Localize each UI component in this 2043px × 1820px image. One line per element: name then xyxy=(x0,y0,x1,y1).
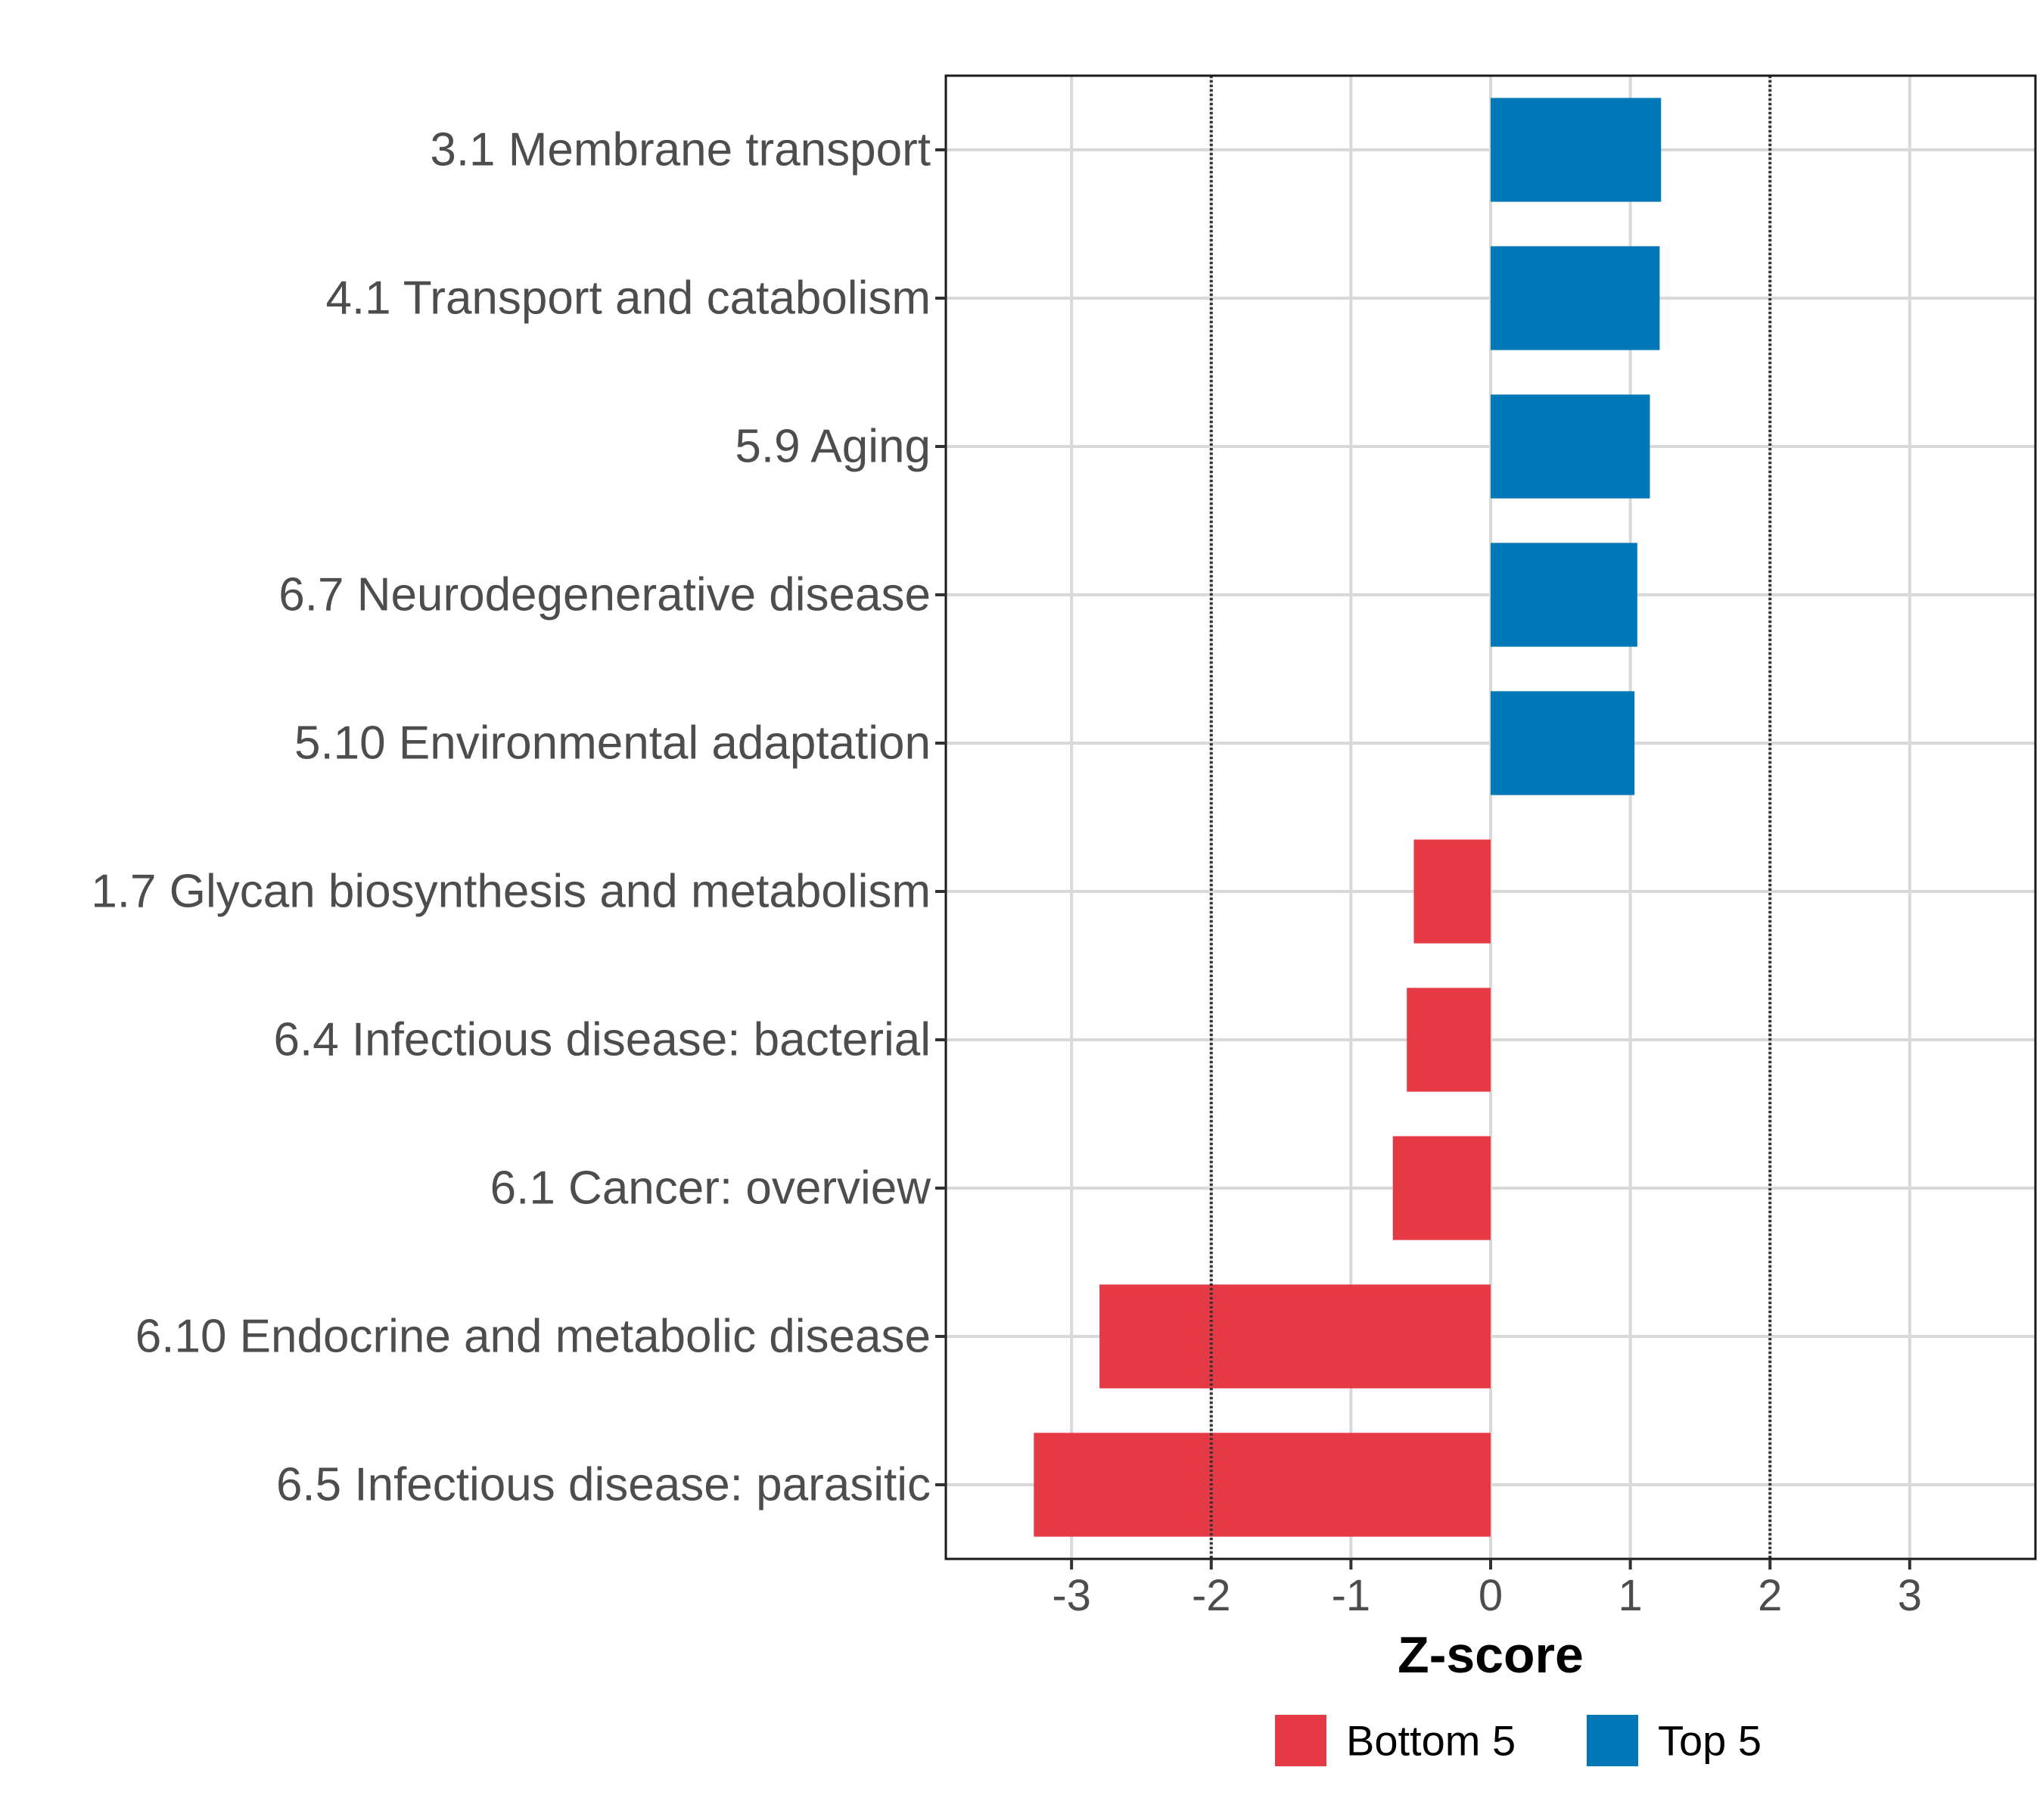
bar xyxy=(1407,988,1491,1092)
legend-key xyxy=(1587,1715,1638,1766)
bar xyxy=(1491,246,1660,350)
x-tick-label: -1 xyxy=(1332,1571,1371,1620)
x-axis: -3 -2 -1 0 1 2 3 xyxy=(1052,1559,1922,1620)
category-label: 5.9 Aging xyxy=(735,421,931,473)
category-label: 6.5 Infectious disease: parasitic xyxy=(276,1459,931,1511)
x-tick-label: 2 xyxy=(1758,1571,1782,1620)
category-label: 6.7 Neurodegenerative disease xyxy=(278,569,931,621)
legend-label: Top 5 xyxy=(1658,1717,1762,1765)
category-label: 6.1 Cancer: overview xyxy=(490,1162,931,1215)
bar xyxy=(1491,691,1635,795)
category-label: 6.4 Infectious disease: bacterial xyxy=(273,1014,931,1066)
bar xyxy=(1491,394,1650,499)
reference-lines xyxy=(1209,76,1772,1559)
x-axis-title: Z-score xyxy=(1398,1626,1584,1684)
legend-key xyxy=(1275,1715,1326,1766)
bar xyxy=(1491,543,1637,647)
bar xyxy=(1034,1433,1491,1537)
x-tick-label: -2 xyxy=(1192,1571,1231,1620)
x-tick-label: 1 xyxy=(1618,1571,1642,1620)
x-tick-label: -3 xyxy=(1052,1571,1091,1620)
x-tick-label: 3 xyxy=(1898,1571,1922,1620)
category-label: 6.10 Endocrine and metabolic disease xyxy=(135,1311,931,1363)
legend: Bottom 5 Top 5 xyxy=(1275,1715,1762,1766)
y-axis: 3.1 Membrane transport 4.1 Transport and … xyxy=(91,124,946,1511)
category-label: 4.1 Transport and catabolism xyxy=(325,272,931,325)
bar xyxy=(1099,1284,1491,1389)
category-label: 1.7 Glycan biosynthesis and metabolism xyxy=(91,866,931,918)
category-label: 5.10 Environmental adaptation xyxy=(294,717,931,770)
category-label: 3.1 Membrane transport xyxy=(430,124,931,176)
bars xyxy=(1034,98,1662,1537)
bar xyxy=(1392,1136,1491,1240)
bar xyxy=(1491,98,1662,202)
legend-label: Bottom 5 xyxy=(1346,1717,1516,1765)
bar xyxy=(1413,839,1491,944)
x-tick-label: 0 xyxy=(1479,1571,1503,1620)
